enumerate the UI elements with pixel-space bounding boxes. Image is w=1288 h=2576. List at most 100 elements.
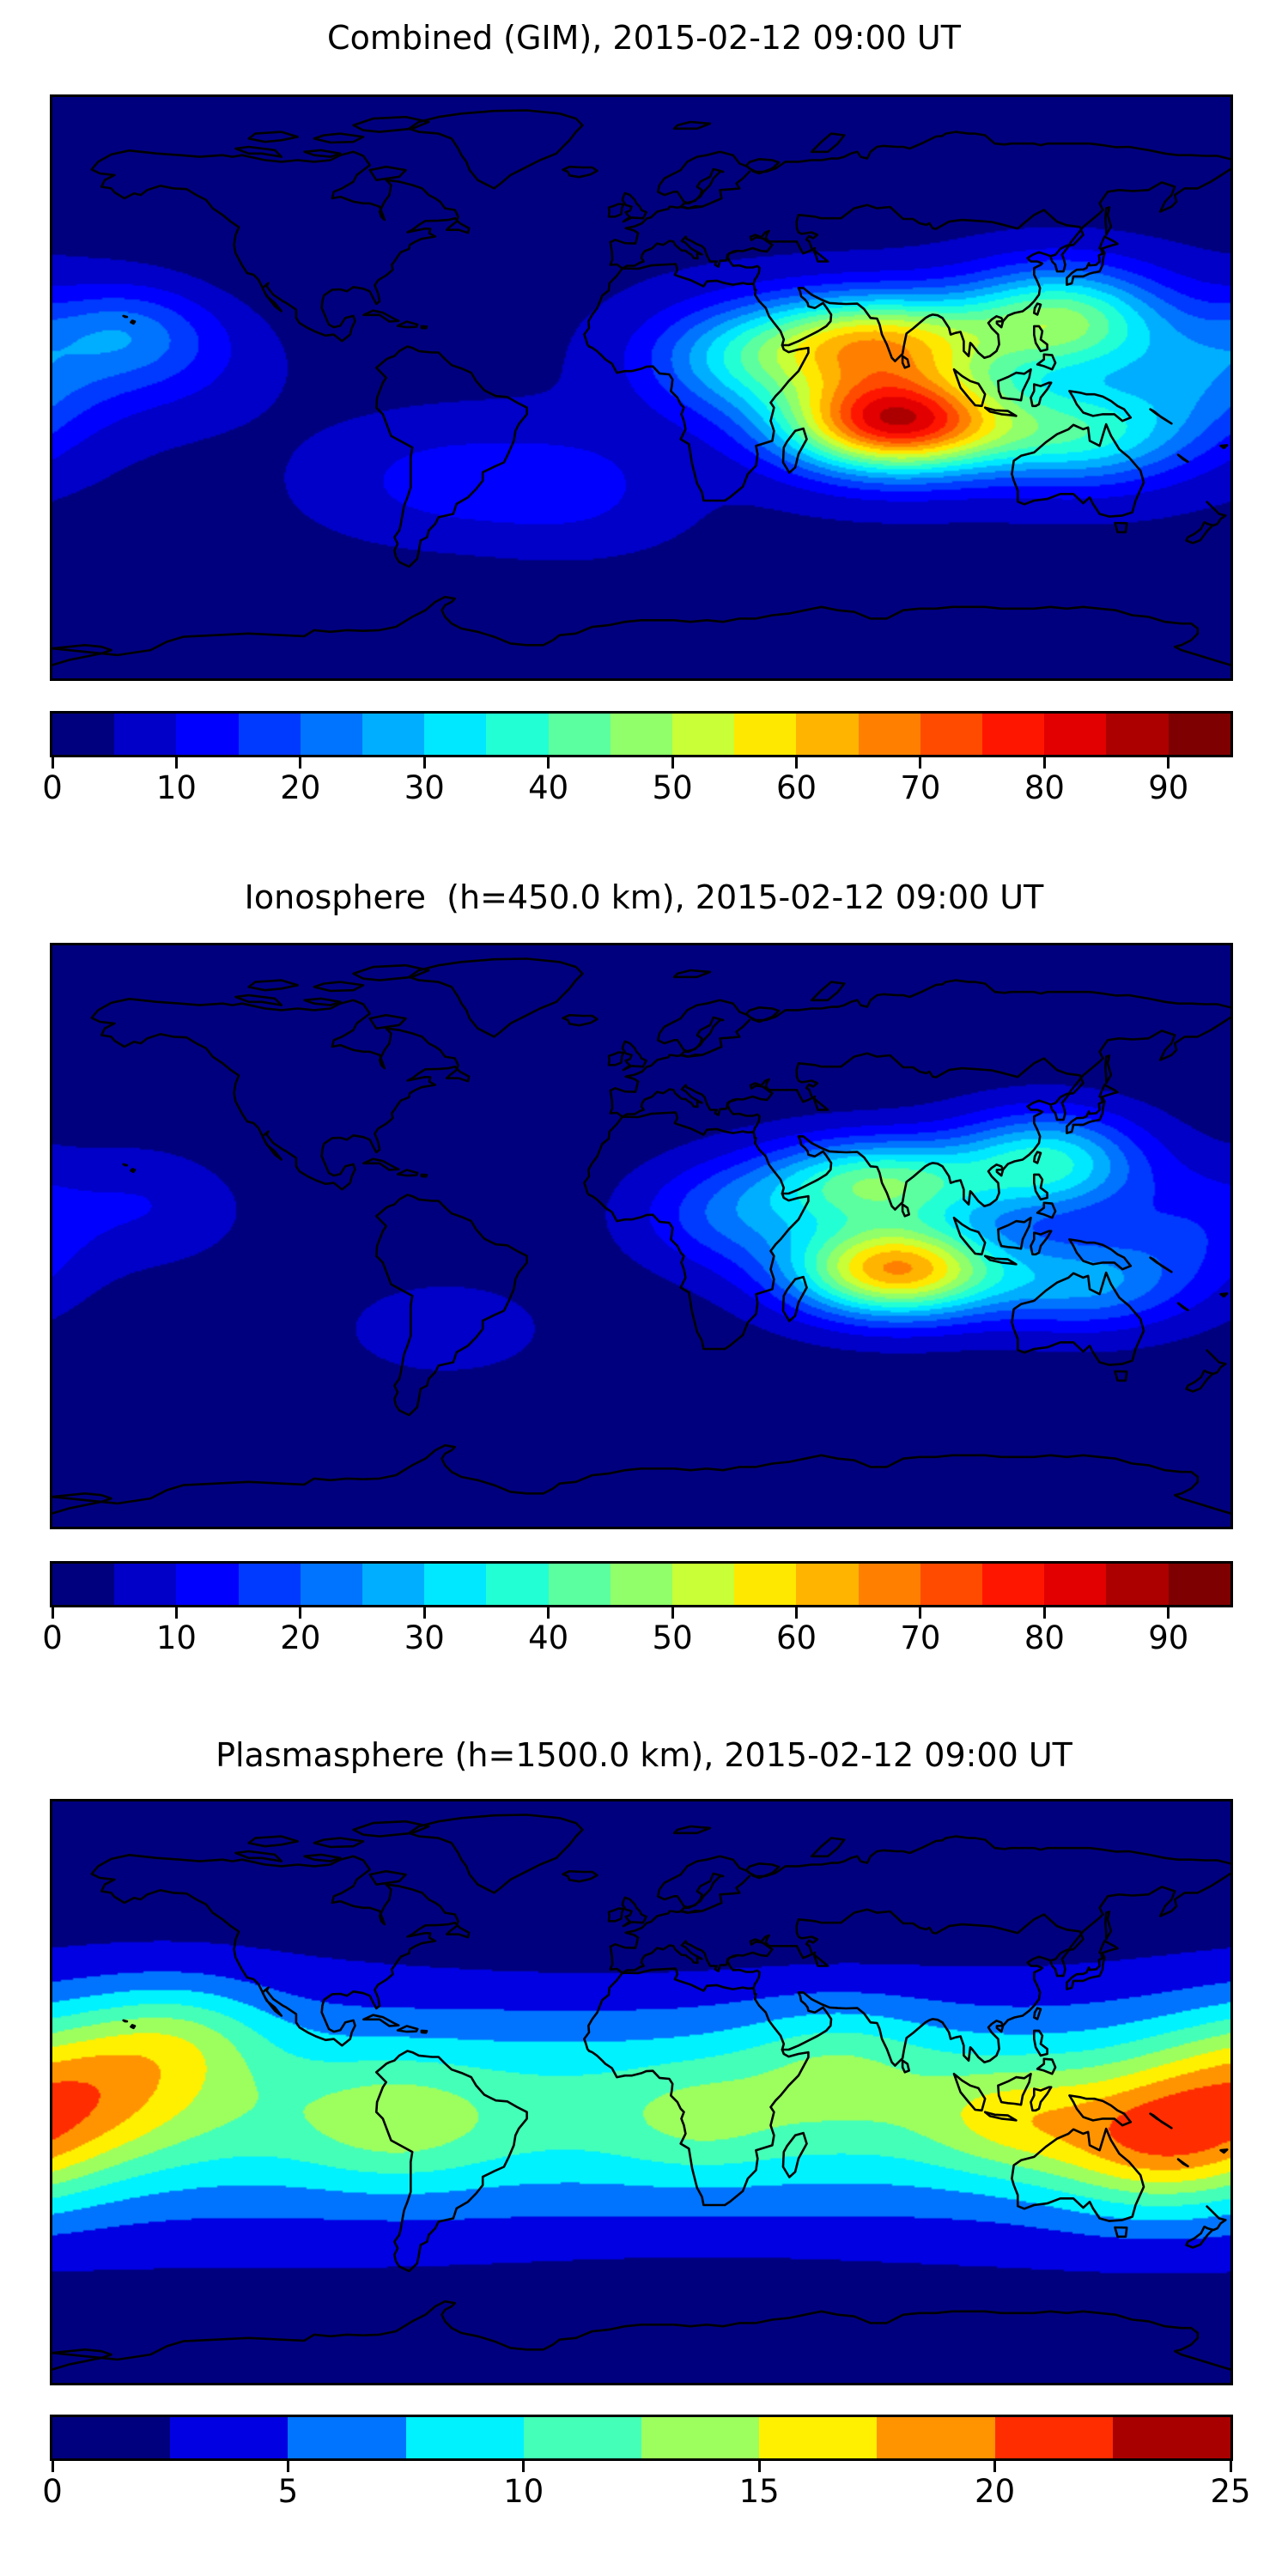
- colorbar-segment: [994, 2417, 1113, 2458]
- tick-mark: [299, 1607, 302, 1619]
- panel-title-combined-gim: Combined (GIM), 2015-02-12 09:00 UT: [327, 19, 961, 57]
- colorbar-segment: [858, 1564, 920, 1605]
- colorbar-segment: [920, 714, 983, 755]
- colorbar-segment: [52, 1564, 115, 1605]
- panel-title-ionosphere: Ionosphere (h=450.0 km), 2015-02-12 09:0…: [244, 878, 1044, 916]
- colorbar-segment: [486, 1564, 549, 1605]
- colorbar-segment: [52, 2417, 171, 2458]
- tick-label: 80: [1024, 769, 1065, 806]
- colorbar-segment: [610, 1564, 673, 1605]
- tick-label: 10: [503, 2473, 544, 2510]
- tick-label: 70: [900, 769, 941, 806]
- colorbar-segment: [114, 714, 177, 755]
- colorbar-segment: [1044, 1564, 1107, 1605]
- tick-mark: [1229, 2461, 1232, 2472]
- tick-mark: [51, 1607, 54, 1619]
- colorbar-segment: [238, 714, 301, 755]
- colorbar-segment: [1106, 1564, 1169, 1605]
- colorbar-segment: [1044, 714, 1107, 755]
- colorbar-segment: [1112, 2417, 1231, 2458]
- colorbar-segment: [759, 2417, 878, 2458]
- colorbar-segment: [176, 1564, 239, 1605]
- tick-mark: [1167, 1607, 1170, 1619]
- tick-mark: [174, 1607, 178, 1619]
- tick-label: 70: [900, 1619, 941, 1656]
- tick-label: 15: [738, 2473, 780, 2510]
- tick-label: 10: [155, 769, 197, 806]
- colorbar-plasmasphere: 0 5 10 15 20 25: [42, 2415, 1251, 2510]
- tick-mark: [795, 757, 799, 769]
- tick-mark: [547, 757, 550, 769]
- tick-label: 90: [1148, 769, 1189, 806]
- colorbar-segment: [641, 2417, 760, 2458]
- tick-label: 20: [280, 1619, 321, 1656]
- tick-label: 0: [42, 769, 63, 806]
- colorbar-strip-combined-gim: [50, 711, 1233, 757]
- tick-mark: [51, 2461, 54, 2472]
- map-axes-ionosphere: [50, 943, 1233, 1529]
- tick-mark: [1042, 1607, 1046, 1619]
- tick-mark: [422, 1607, 426, 1619]
- colorbar-segment: [1168, 1564, 1230, 1605]
- colorbar-segment: [610, 714, 673, 755]
- tick-mark: [299, 757, 302, 769]
- tick-mark: [919, 757, 922, 769]
- tick-label: 40: [528, 1619, 569, 1656]
- colorbar-strip-ionosphere: [50, 1561, 1233, 1607]
- colorbar-segment: [796, 1564, 859, 1605]
- tick-mark: [919, 1607, 922, 1619]
- tick-mark: [1167, 757, 1170, 769]
- tick-label: 20: [975, 2473, 1016, 2510]
- tick-label: 60: [775, 1619, 817, 1656]
- colorbar-segment: [405, 2417, 524, 2458]
- colorbar-segment: [300, 1564, 363, 1605]
- tick-label: 50: [652, 1619, 693, 1656]
- colorbar-segment: [52, 714, 115, 755]
- colorbar-segment: [920, 1564, 983, 1605]
- coastlines-ionosphere: [52, 957, 1230, 1515]
- colorbar-segment: [796, 714, 859, 755]
- colorbar-segment: [858, 714, 920, 755]
- colorbar-segment: [734, 714, 797, 755]
- coastlines-plasmasphere: [52, 1814, 1230, 2371]
- panel-title-plasmasphere: Plasmasphere (h=1500.0 km), 2015-02-12 0…: [216, 1736, 1072, 1774]
- tick-mark: [51, 757, 54, 769]
- tick-mark: [422, 757, 426, 769]
- colorbar-segment: [734, 1564, 797, 1605]
- colorbar-segment: [877, 2417, 995, 2458]
- colorbar-segment: [424, 714, 487, 755]
- colorbar-segment: [982, 1564, 1045, 1605]
- colorbar-combined-gim: 0 10 20 30 40 50 60 70 80 90: [42, 711, 1233, 806]
- colorbar-segment: [114, 1564, 177, 1605]
- tick-mark: [671, 757, 674, 769]
- colorbar-ionosphere: 0 10 20 30 40 50 60 70 80 90: [42, 1561, 1233, 1656]
- colorbar-segment: [1106, 714, 1169, 755]
- colorbar-segment: [170, 2417, 289, 2458]
- tick-label: 0: [42, 2473, 63, 2510]
- tick-mark: [757, 2461, 761, 2472]
- colorbar-segment: [486, 714, 549, 755]
- tick-label: 50: [652, 769, 693, 806]
- colorbar-segment: [424, 1564, 487, 1605]
- colorbar-segment: [523, 2417, 642, 2458]
- tick-label: 30: [404, 769, 445, 806]
- colorbar-segment: [362, 714, 425, 755]
- colorbar-segment: [176, 714, 239, 755]
- tick-mark: [1042, 757, 1046, 769]
- tick-mark: [522, 2461, 526, 2472]
- tick-mark: [671, 1607, 674, 1619]
- tick-label: 10: [155, 1619, 197, 1656]
- map-axes-plasmasphere: [50, 1799, 1233, 2385]
- tick-mark: [174, 757, 178, 769]
- colorbar-segment: [982, 714, 1045, 755]
- tick-label: 20: [280, 769, 321, 806]
- tick-label: 90: [1148, 1619, 1189, 1656]
- map-axes-combined-gim: [50, 94, 1233, 681]
- tick-mark: [993, 2461, 997, 2472]
- tick-label: 80: [1024, 1619, 1065, 1656]
- colorbar-segment: [1168, 714, 1230, 755]
- tick-label: 25: [1210, 2473, 1251, 2510]
- tick-label: 40: [528, 769, 569, 806]
- colorbar-segment: [548, 1564, 611, 1605]
